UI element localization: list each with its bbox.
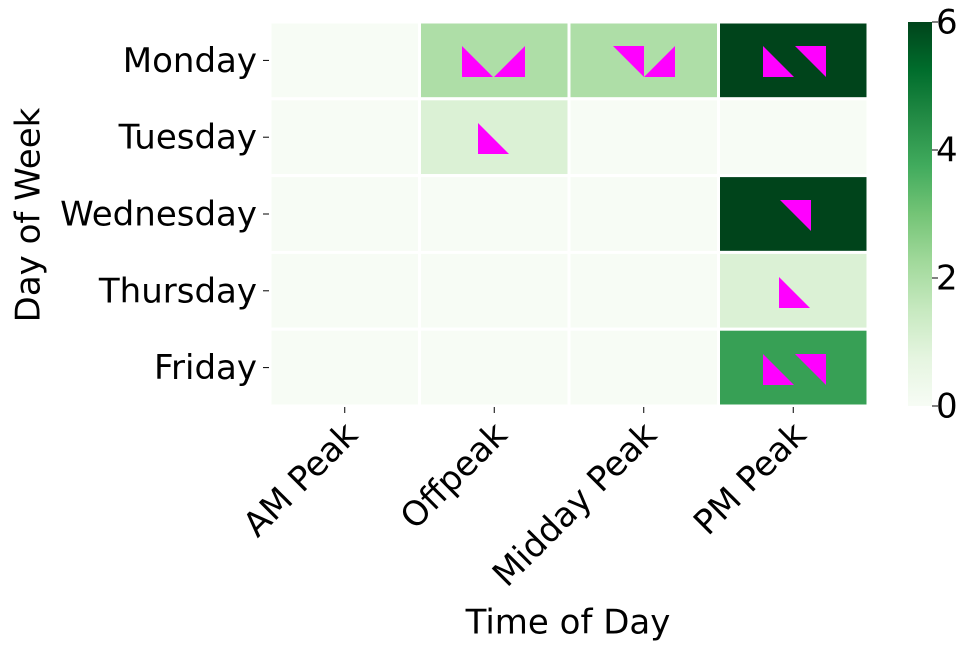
cell <box>567 97 720 178</box>
y-tick-label: Monday <box>123 41 257 81</box>
x-tick-label: PM Peak <box>686 415 814 543</box>
marker <box>613 46 644 77</box>
y-tick-label: Wednesday <box>60 195 257 235</box>
cell <box>418 174 571 254</box>
marker <box>462 46 493 77</box>
marker <box>795 46 826 77</box>
x-tick-label: AM Peak <box>236 415 366 545</box>
cell <box>717 20 870 101</box>
colorbar <box>908 22 932 406</box>
cell <box>268 20 421 101</box>
cell <box>717 97 870 178</box>
cell <box>717 174 870 254</box>
marker <box>763 354 794 385</box>
y-tick-label: Tuesday <box>118 118 257 158</box>
cell <box>717 250 870 331</box>
colorbar-tick-label: 6 <box>936 3 958 43</box>
colorbar-tick-label: 4 <box>936 131 958 171</box>
cell <box>567 250 720 331</box>
cell <box>418 327 571 408</box>
colorbar-tick-label: 2 <box>936 259 958 299</box>
y-tick-label: Thursday <box>98 271 257 311</box>
cell <box>717 327 870 408</box>
cell <box>418 250 571 331</box>
marker <box>763 46 794 77</box>
cell <box>418 97 571 178</box>
y-tick-label: Friday <box>154 348 257 388</box>
y-axis-label: Day of Week <box>9 107 49 322</box>
marker <box>494 46 525 77</box>
cell <box>418 20 571 101</box>
marker <box>795 354 826 385</box>
cell <box>268 250 421 331</box>
colorbar-tick-label: 0 <box>936 387 958 427</box>
cell <box>268 327 421 408</box>
marker <box>780 200 811 231</box>
marker <box>779 277 810 308</box>
cell <box>567 327 720 408</box>
markers <box>462 46 826 385</box>
x-tick-label: Offpeak <box>393 415 516 538</box>
cell <box>567 174 720 254</box>
marker <box>478 123 509 154</box>
cell <box>268 174 421 254</box>
marker <box>644 46 675 77</box>
x-axis-label: Time of Day <box>465 603 671 643</box>
cell <box>268 97 421 178</box>
cells <box>268 20 870 408</box>
